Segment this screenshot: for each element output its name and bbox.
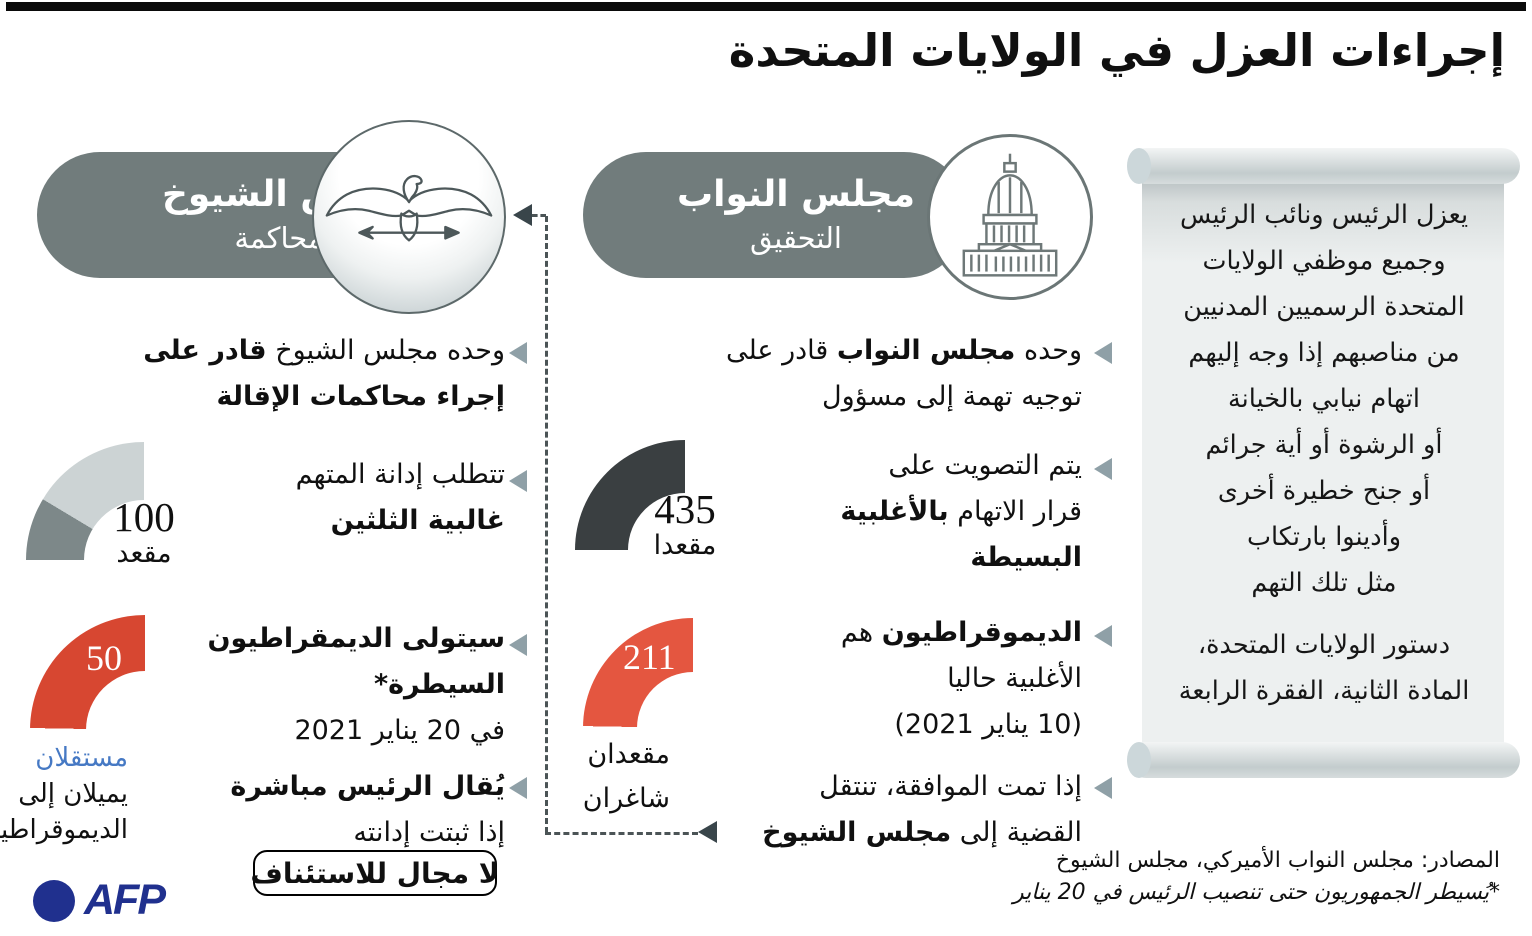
house-point1: وحده مجلس النواب قادر على توجيه تهمة إلى… xyxy=(725,335,1082,412)
house-point3: الديموقراطيون هم الأغلبية حاليا (10 يناي… xyxy=(840,617,1082,740)
house-vacant-seats-label: مقعدان شاغران xyxy=(582,739,670,814)
senate-republicans-count: 48 xyxy=(168,638,204,678)
capitol-icon xyxy=(958,149,1062,285)
bullet-house-point1 xyxy=(1094,342,1112,364)
house-header-pill: مجلس النواب التحقيق xyxy=(583,152,967,278)
flow-arrowhead-to-senate xyxy=(513,204,532,226)
constitution-citation: دستور الولايات المتحدة، المادة الثانية، … xyxy=(1178,630,1470,706)
bullet-senate-point1 xyxy=(509,342,527,364)
no-appeal-box: لا مجال للاستئناف xyxy=(250,850,500,896)
house-democrats-count: 211 xyxy=(623,637,676,677)
house-composition-arc xyxy=(583,618,803,728)
senate-independents-label: مستقلان يميلان إلى الديموقراطيين xyxy=(0,743,128,845)
bullet-senate-point2 xyxy=(509,470,527,492)
bullet-house-point4 xyxy=(1094,777,1112,799)
senate-seats-label: 100 مقعد xyxy=(113,494,175,570)
sources-note: المصادر: مجلس النواب الأميركي، مجلس الشي… xyxy=(1012,848,1500,905)
scroll-roll-top xyxy=(1127,148,1520,184)
afp-logo-dot-icon xyxy=(33,879,75,922)
senate-emblem-circle xyxy=(312,120,506,314)
house-seats-label: 435 مقعدا xyxy=(653,486,717,562)
bullet-house-point3 xyxy=(1094,625,1112,647)
senate-point2: تتطلب إدانة المتهم غالبية الثلثين xyxy=(295,459,505,536)
constitution-scroll: يعزل الرئيس ونائب الرئيس وجميع موظفي الو… xyxy=(1127,148,1520,790)
senate-point3: سيتولى الديمقراطيون السيطرة* في 20 يناير… xyxy=(207,623,505,746)
bullet-senate-point4 xyxy=(509,777,527,799)
senate-democrats-count: 50 xyxy=(86,638,122,678)
house-emblem-circle xyxy=(927,134,1093,300)
top-rule xyxy=(6,2,1526,11)
house-stage: التحقيق xyxy=(750,221,842,255)
eagle-icon xyxy=(323,158,495,277)
house-name: مجلس النواب xyxy=(677,174,915,215)
constitution-text: يعزل الرئيس ونائب الرئيس وجميع موظفي الو… xyxy=(1146,192,1502,714)
house-republicans-count: 222 xyxy=(713,637,767,677)
flow-arrowhead-from-house xyxy=(698,821,717,843)
senate-point1: وحده مجلس الشيوخ قادر على إجراء محاكمات … xyxy=(143,335,505,412)
senate-composition-donut: 50 48 xyxy=(30,615,260,730)
flow-dash-bottom xyxy=(545,832,698,835)
senate-point4: يُقال الرئيس مباشرة إذا ثبتت إدانته xyxy=(230,771,505,848)
house-header-text: مجلس النواب التحقيق xyxy=(583,152,967,278)
afp-logo: AFP xyxy=(33,876,166,925)
house-point4: إذا تمت الموافقة، تنتقل القضية إلى مجلس … xyxy=(762,771,1082,848)
house-seats-gauge: 435 مقعدا xyxy=(575,440,795,561)
senate-seats-gauge: 100 مقعد xyxy=(26,442,262,569)
house-point2: يتم التصويت على قرار الاتهام بالأغلبية ا… xyxy=(840,450,1082,573)
bullet-house-point2 xyxy=(1094,458,1112,480)
afp-logo-text: AFP xyxy=(84,876,166,924)
flow-dash-vertical xyxy=(545,216,548,833)
scroll-roll-bottom xyxy=(1127,742,1520,778)
scroll-body xyxy=(1142,168,1504,772)
flow-dash-top xyxy=(532,214,546,217)
page-title: إجراءات العزل في الولايات المتحدة xyxy=(728,24,1505,77)
house-composition-donut: 211 222 xyxy=(583,618,803,728)
bullet-senate-point3 xyxy=(509,634,527,656)
